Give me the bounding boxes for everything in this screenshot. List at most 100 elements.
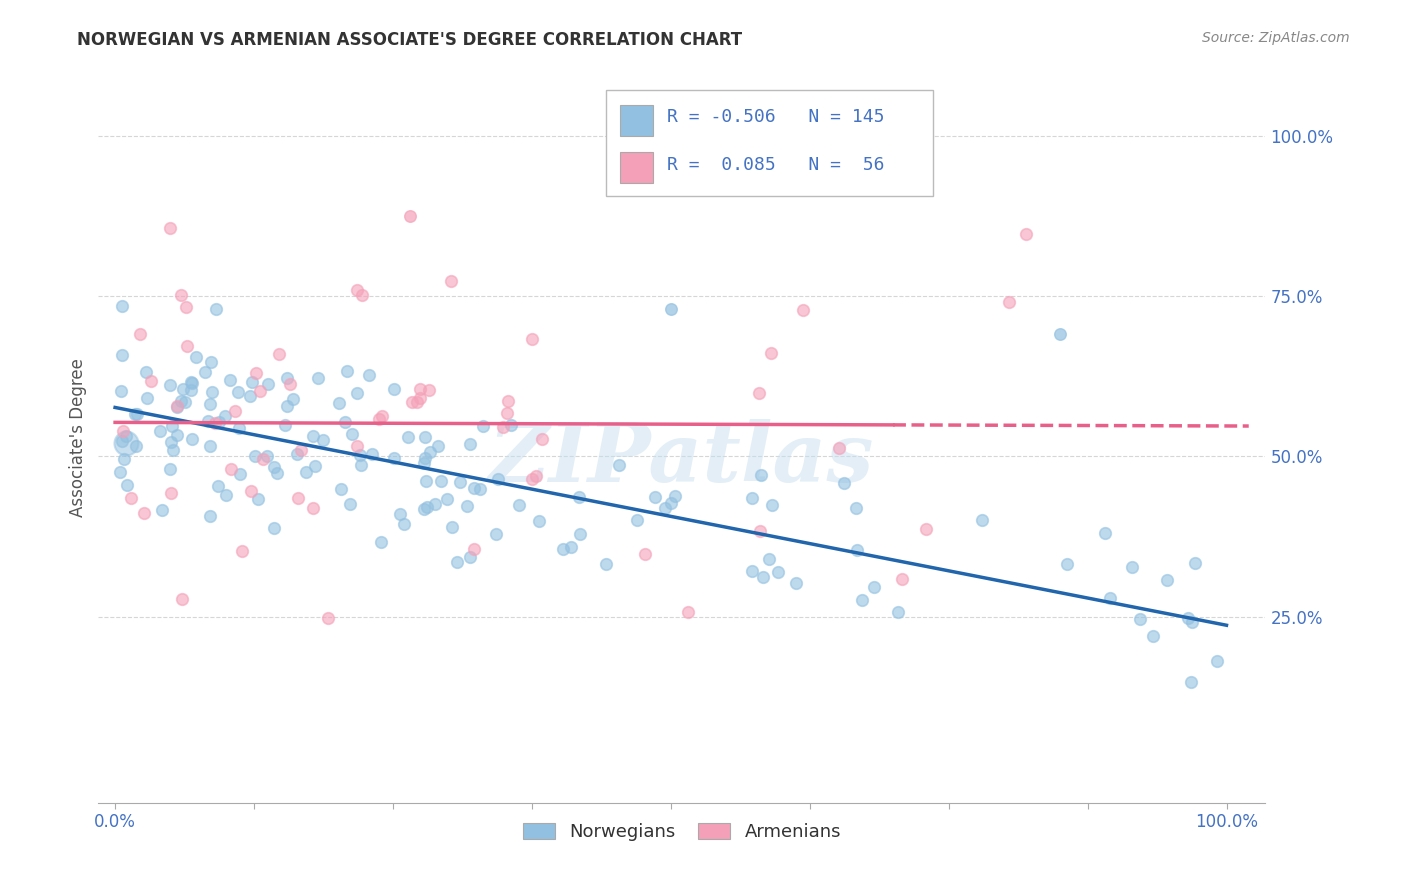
Point (412, 456, 434, 470)
Point (304, 458, 326, 473)
Point (160, 435, 183, 450)
Point (240, 483, 263, 498)
Point (845, 543, 868, 558)
Point (115, 429, 138, 443)
Point (415, 474, 437, 488)
Text: NORWEGIAN VS ARMENIAN ASSOCIATE'S DEGREE CORRELATION CHART: NORWEGIAN VS ARMENIAN ASSOCIATE'S DEGREE… (77, 31, 742, 49)
Point (851, 593, 873, 607)
Point (845, 500, 868, 515)
Point (441, 520, 464, 534)
Point (339, 497, 361, 511)
Point (159, 377, 181, 392)
Point (485, 527, 508, 541)
Point (302, 429, 325, 443)
Point (170, 288, 193, 302)
Point (184, 350, 207, 364)
Point (219, 373, 242, 387)
Point (416, 500, 439, 515)
Point (595, 557, 617, 571)
Point (112, 452, 135, 467)
Point (832, 476, 855, 491)
Point (752, 570, 775, 584)
Point (661, 496, 683, 510)
Point (759, 345, 782, 359)
Point (276, 399, 298, 413)
Point (160, 486, 183, 500)
Point (530, 433, 553, 447)
Point (1180, 674, 1202, 689)
Point (633, 547, 655, 561)
Point (1056, 557, 1078, 571)
Point (179, 383, 201, 397)
Point (522, 472, 544, 486)
Point (172, 592, 194, 607)
Point (215, 488, 238, 502)
Point (129, 326, 152, 341)
Point (263, 521, 285, 535)
Point (263, 459, 285, 474)
Point (427, 439, 450, 453)
Point (111, 434, 134, 449)
Point (1206, 654, 1229, 668)
Point (127, 407, 149, 421)
Point (644, 490, 666, 504)
Point (468, 482, 491, 496)
Point (198, 439, 221, 453)
Text: R = -0.506   N = 145: R = -0.506 N = 145 (666, 108, 884, 126)
Point (626, 513, 648, 527)
Point (219, 461, 242, 475)
Point (340, 426, 363, 441)
Point (785, 575, 807, 590)
Point (245, 367, 267, 381)
Point (436, 491, 458, 506)
Point (654, 501, 676, 516)
Point (285, 447, 308, 461)
Point (200, 355, 222, 369)
Point (316, 611, 339, 625)
Point (997, 294, 1019, 309)
Point (278, 377, 301, 392)
Point (368, 412, 391, 426)
Point (520, 332, 543, 346)
Point (456, 499, 478, 513)
Point (200, 385, 222, 400)
Point (1094, 526, 1116, 541)
Point (249, 384, 271, 398)
Point (273, 417, 295, 432)
Point (551, 542, 574, 557)
Point (256, 449, 278, 463)
Point (231, 544, 253, 558)
Point (1142, 629, 1164, 643)
Point (659, 301, 682, 316)
Point (463, 542, 485, 557)
Point (409, 382, 432, 396)
Point (449, 475, 471, 489)
Point (204, 301, 226, 316)
Point (166, 428, 188, 442)
Point (135, 365, 157, 379)
Point (125, 439, 148, 453)
Point (413, 451, 436, 466)
Point (110, 384, 132, 398)
Point (401, 395, 423, 409)
Point (290, 442, 312, 457)
Point (208, 415, 231, 429)
Point (382, 382, 405, 396)
Point (1098, 591, 1121, 606)
Point (1015, 227, 1038, 241)
Point (863, 580, 886, 594)
Bar (620, 105, 652, 136)
Point (181, 376, 204, 390)
Point (198, 509, 221, 524)
Point (1177, 611, 1199, 625)
Point (136, 391, 159, 405)
Point (245, 450, 267, 464)
Point (229, 467, 252, 481)
Point (568, 490, 591, 504)
Point (176, 339, 198, 353)
Point (174, 301, 197, 315)
Point (792, 303, 814, 318)
Bar (620, 152, 652, 183)
Point (463, 481, 485, 495)
Point (607, 458, 630, 473)
